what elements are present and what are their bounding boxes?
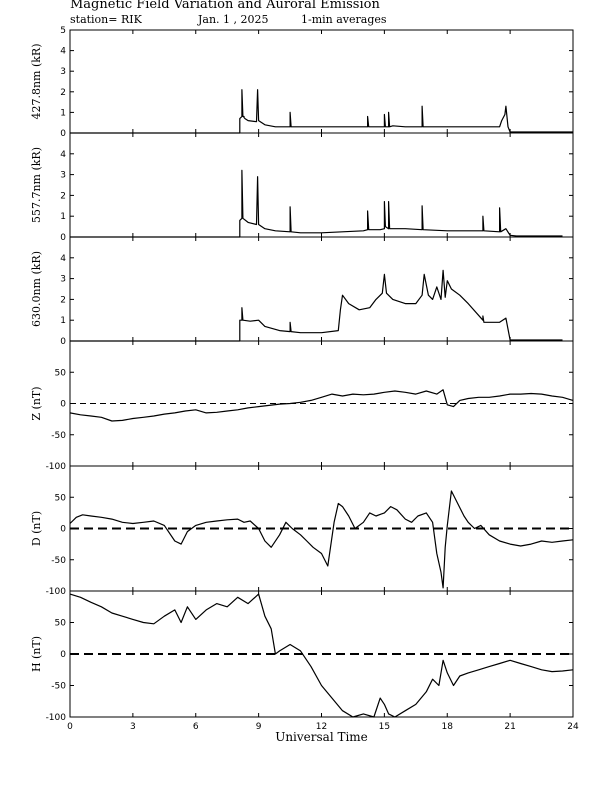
ytick-label: 1 <box>60 316 66 326</box>
xtick-label: 6 <box>193 722 199 732</box>
ytick-label: 5 <box>60 26 66 36</box>
xtick-label: 12 <box>316 722 327 732</box>
chart-title: Magnetic Field Variation and Auroral Emi… <box>70 0 380 12</box>
ytick-label: -50 <box>51 556 66 566</box>
yaxis-label: 427.8nm (kR) <box>30 43 43 119</box>
xtick-label: 21 <box>504 722 515 732</box>
xtick-label: 15 <box>379 722 390 732</box>
yaxis-label: 630.0nm (kR) <box>30 251 43 327</box>
series-line-panel-5 <box>69 490 574 589</box>
yaxis-label: H (nT) <box>30 636 43 672</box>
ytick-label: 0 <box>60 233 66 243</box>
averaging-label: 1-min averages <box>301 13 387 26</box>
yaxis-label: 557.7nm (kR) <box>30 147 43 223</box>
ytick-label: 2 <box>60 295 66 305</box>
xtick-label: 0 <box>67 722 73 732</box>
series-line-panel-1 <box>70 89 573 134</box>
series-line-panel-4 <box>69 389 574 422</box>
xtick-label: 24 <box>567 722 579 732</box>
ytick-label: 3 <box>60 67 66 77</box>
ytick-label: 1 <box>60 212 66 222</box>
date-label: Jan. 1 , 2025 <box>198 13 269 26</box>
ytick-label: -50 <box>51 431 66 441</box>
ytick-label: 0 <box>60 400 66 410</box>
ytick-label: 1 <box>60 108 66 118</box>
xaxis-label: Universal Time <box>275 730 368 744</box>
series-line-panel-3 <box>70 269 563 342</box>
xtick-label: 9 <box>256 722 262 732</box>
ytick-label: 0 <box>60 525 66 535</box>
ytick-label: 2 <box>60 191 66 201</box>
ytick-label: -100 <box>46 713 67 723</box>
ytick-label: 2 <box>60 88 66 98</box>
panel-frame-3 <box>69 236 574 342</box>
ytick-label: 3 <box>60 171 66 181</box>
ytick-label: -50 <box>51 682 66 692</box>
panel-frame-2 <box>69 132 574 238</box>
series-line-panel-2 <box>70 169 563 238</box>
xtick-label: 18 <box>442 722 454 732</box>
yaxis-label: Z (nT) <box>30 386 43 420</box>
ytick-label: 0 <box>60 650 66 660</box>
series-line-panel-6 <box>69 593 574 718</box>
ytick-label: 50 <box>55 493 67 503</box>
ytick-label: 3 <box>60 275 66 285</box>
ytick-label: 4 <box>60 254 66 264</box>
ytick-label: 50 <box>55 619 67 629</box>
ytick-label: 4 <box>60 150 66 160</box>
panel-frame-1 <box>69 29 574 134</box>
station-label: station= RIK <box>70 13 142 26</box>
ytick-label: 0 <box>60 337 66 347</box>
ytick-label: 4 <box>60 47 66 57</box>
yaxis-label: D (nT) <box>30 511 43 546</box>
xtick-label: 3 <box>130 722 136 732</box>
ytick-label: 0 <box>60 129 66 139</box>
ytick-label: 50 <box>55 368 67 378</box>
ytick-label: -100 <box>46 462 67 472</box>
ytick-label: -100 <box>46 587 67 597</box>
